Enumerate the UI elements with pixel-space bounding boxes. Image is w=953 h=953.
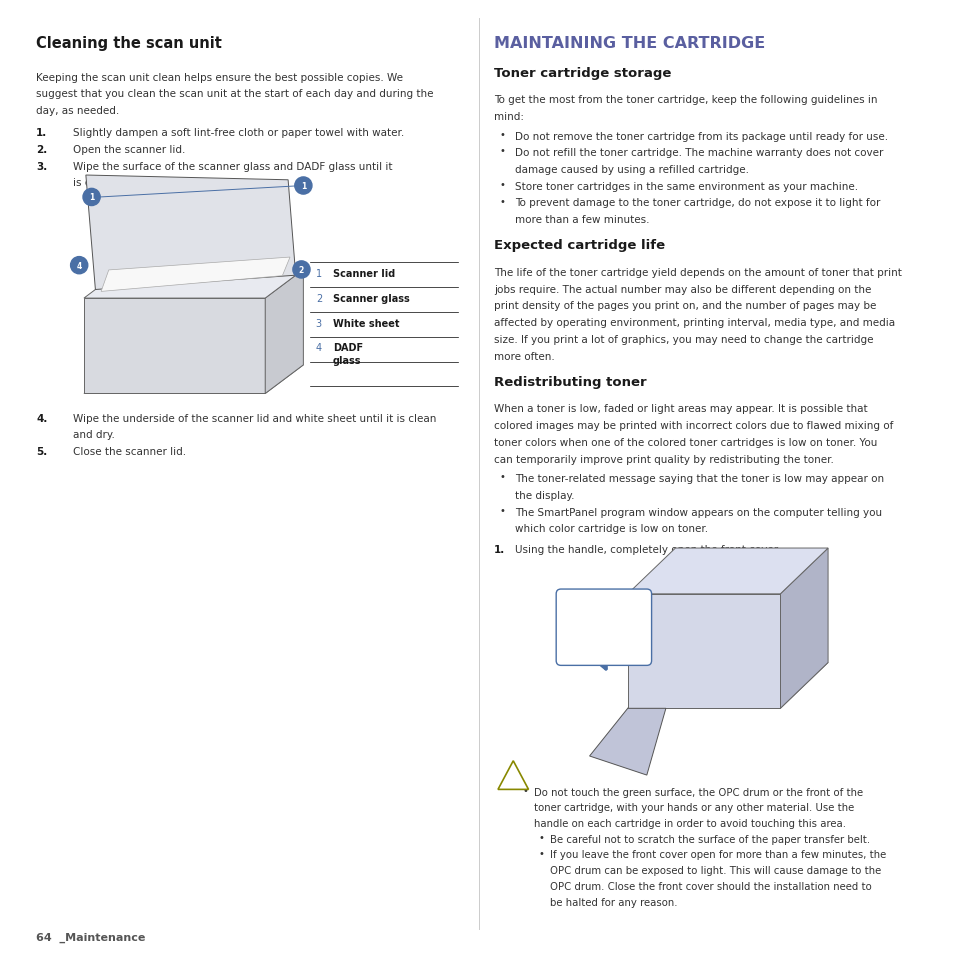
Text: 3: 3 bbox=[315, 318, 321, 328]
Text: print density of the pages you print on, and the number of pages may be: print density of the pages you print on,… bbox=[494, 301, 876, 311]
Text: Cleaning the scan unit: Cleaning the scan unit bbox=[36, 36, 222, 51]
Text: Scanner lid: Scanner lid bbox=[333, 269, 395, 278]
Text: Open the scanner lid.: Open the scanner lid. bbox=[72, 145, 185, 154]
Polygon shape bbox=[780, 548, 827, 708]
Text: Wipe the underside of the scanner lid and white sheet until it is clean: Wipe the underside of the scanner lid an… bbox=[72, 413, 436, 423]
Text: Scanner glass: Scanner glass bbox=[333, 294, 409, 303]
Polygon shape bbox=[84, 365, 303, 394]
Polygon shape bbox=[627, 548, 827, 594]
Polygon shape bbox=[84, 270, 303, 298]
Text: •: • bbox=[499, 505, 505, 515]
Polygon shape bbox=[101, 257, 290, 292]
Text: When a toner is low, faded or light areas may appear. It is possible that: When a toner is low, faded or light area… bbox=[494, 404, 867, 414]
Text: •: • bbox=[499, 196, 505, 206]
Text: colored images may be printed with incorrect colors due to flawed mixing of: colored images may be printed with incor… bbox=[494, 420, 893, 431]
Text: The SmartPanel program window appears on the computer telling you: The SmartPanel program window appears on… bbox=[515, 507, 882, 517]
Text: Do not remove the toner cartridge from its package until ready for use.: Do not remove the toner cartridge from i… bbox=[515, 132, 887, 141]
Polygon shape bbox=[627, 594, 780, 708]
Text: 2: 2 bbox=[298, 266, 304, 274]
Text: day, as needed.: day, as needed. bbox=[36, 106, 119, 115]
Text: •: • bbox=[537, 847, 543, 858]
Polygon shape bbox=[86, 175, 295, 290]
Text: The life of the toner cartridge yield depends on the amount of toner that print: The life of the toner cartridge yield de… bbox=[494, 268, 902, 277]
FancyBboxPatch shape bbox=[556, 589, 651, 665]
Text: Close the scanner lid.: Close the scanner lid. bbox=[72, 446, 186, 456]
Text: Slightly dampen a soft lint-free cloth or paper towel with water.: Slightly dampen a soft lint-free cloth o… bbox=[72, 129, 403, 138]
Text: 1: 1 bbox=[300, 182, 306, 191]
Text: OPC drum can be exposed to light. This will cause damage to the: OPC drum can be exposed to light. This w… bbox=[549, 865, 880, 875]
Text: more often.: more often. bbox=[494, 351, 555, 361]
Text: and dry.: and dry. bbox=[72, 430, 114, 439]
Text: 3.: 3. bbox=[36, 161, 48, 172]
Text: Wipe the surface of the scanner glass and DADF glass until it: Wipe the surface of the scanner glass an… bbox=[72, 161, 392, 172]
Text: can temporarily improve print quality by redistributing the toner.: can temporarily improve print quality by… bbox=[494, 454, 833, 464]
Text: The toner-related message saying that the toner is low may appear on: The toner-related message saying that th… bbox=[515, 474, 883, 483]
Text: 2: 2 bbox=[315, 294, 322, 303]
Polygon shape bbox=[265, 270, 303, 394]
Text: affected by operating environment, printing interval, media type, and media: affected by operating environment, print… bbox=[494, 317, 894, 328]
Text: 1: 1 bbox=[315, 269, 321, 278]
Text: To get the most from the toner cartridge, keep the following guidelines in: To get the most from the toner cartridge… bbox=[494, 95, 877, 105]
Text: •: • bbox=[499, 472, 505, 481]
Text: toner colors when one of the colored toner cartridges is low on toner. You: toner colors when one of the colored ton… bbox=[494, 437, 877, 447]
Text: To prevent damage to the toner cartridge, do not expose it to light for: To prevent damage to the toner cartridge… bbox=[515, 198, 880, 208]
Circle shape bbox=[71, 257, 88, 274]
Text: damage caused by using a refilled cartridge.: damage caused by using a refilled cartri… bbox=[515, 165, 748, 174]
Text: size. If you print a lot of graphics, you may need to change the cartridge: size. If you print a lot of graphics, yo… bbox=[494, 335, 873, 344]
Polygon shape bbox=[589, 708, 665, 775]
Text: Store toner cartridges in the same environment as your machine.: Store toner cartridges in the same envir… bbox=[515, 181, 858, 192]
Text: 1.: 1. bbox=[36, 129, 48, 138]
Text: glass: glass bbox=[333, 355, 361, 365]
Text: is clean and dry.: is clean and dry. bbox=[72, 178, 157, 188]
Text: •: • bbox=[522, 784, 528, 795]
Text: Keeping the scan unit clean helps ensure the best possible copies. We: Keeping the scan unit clean helps ensure… bbox=[36, 72, 403, 82]
Text: 2.: 2. bbox=[36, 145, 48, 154]
Text: MAINTAINING THE CARTRIDGE: MAINTAINING THE CARTRIDGE bbox=[494, 36, 764, 51]
Circle shape bbox=[293, 261, 310, 278]
Text: If you leave the front cover open for more than a few minutes, the: If you leave the front cover open for mo… bbox=[549, 849, 884, 860]
Text: DADF: DADF bbox=[333, 343, 363, 353]
Text: •: • bbox=[537, 832, 543, 841]
Text: Toner cartridge storage: Toner cartridge storage bbox=[494, 67, 671, 80]
Text: !: ! bbox=[511, 772, 515, 781]
Text: mind:: mind: bbox=[494, 112, 523, 122]
Text: the display.: the display. bbox=[515, 490, 574, 500]
Text: jobs require. The actual number may also be different depending on the: jobs require. The actual number may also… bbox=[494, 284, 871, 294]
Text: 4: 4 bbox=[76, 261, 82, 271]
Text: Redistributing toner: Redistributing toner bbox=[494, 375, 646, 389]
Text: 4.: 4. bbox=[36, 413, 48, 423]
Text: more than a few minutes.: more than a few minutes. bbox=[515, 214, 649, 225]
Polygon shape bbox=[84, 298, 265, 394]
Text: •: • bbox=[499, 179, 505, 190]
Text: •: • bbox=[499, 130, 505, 139]
Polygon shape bbox=[627, 662, 827, 708]
Text: handle on each cartridge in order to avoid touching this area.: handle on each cartridge in order to avo… bbox=[534, 818, 845, 828]
Text: Be careful not to scratch the surface of the paper transfer belt.: Be careful not to scratch the surface of… bbox=[549, 834, 869, 843]
Text: Using the handle, completely open the front cover.: Using the handle, completely open the fr… bbox=[515, 544, 780, 554]
Text: be halted for any reason.: be halted for any reason. bbox=[549, 897, 677, 906]
Polygon shape bbox=[497, 760, 528, 789]
Text: •: • bbox=[499, 147, 505, 156]
Circle shape bbox=[294, 177, 312, 194]
Text: Do not touch the green surface, the OPC drum or the front of the: Do not touch the green surface, the OPC … bbox=[534, 786, 862, 797]
Text: White sheet: White sheet bbox=[333, 318, 399, 328]
Text: OPC drum. Close the front cover should the installation need to: OPC drum. Close the front cover should t… bbox=[549, 881, 870, 891]
Text: 1: 1 bbox=[89, 193, 94, 202]
Text: 5.: 5. bbox=[36, 446, 48, 456]
Text: Do not refill the toner cartridge. The machine warranty does not cover: Do not refill the toner cartridge. The m… bbox=[515, 149, 882, 158]
Circle shape bbox=[83, 189, 100, 206]
Text: 64  _Maintenance: 64 _Maintenance bbox=[36, 932, 146, 943]
Text: toner cartridge, with your hands or any other material. Use the: toner cartridge, with your hands or any … bbox=[534, 802, 854, 812]
Text: which color cartridge is low on toner.: which color cartridge is low on toner. bbox=[515, 523, 707, 534]
Text: 4: 4 bbox=[315, 343, 321, 353]
Text: Expected cartridge life: Expected cartridge life bbox=[494, 239, 664, 253]
Text: 1.: 1. bbox=[494, 544, 505, 554]
Text: suggest that you clean the scan unit at the start of each day and during the: suggest that you clean the scan unit at … bbox=[36, 90, 434, 99]
